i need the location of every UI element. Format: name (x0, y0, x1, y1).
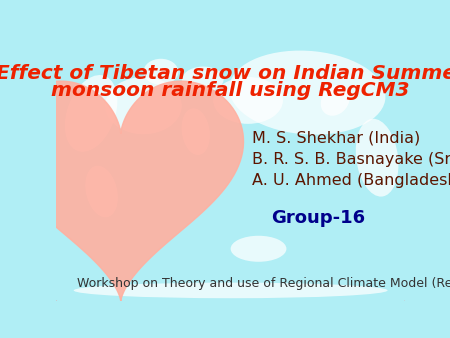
Ellipse shape (105, 77, 182, 134)
Ellipse shape (321, 85, 350, 116)
Ellipse shape (230, 236, 286, 262)
Ellipse shape (182, 108, 210, 155)
Text: B. R. S. B. Basnayake (Sri Lanka): B. R. S. B. Basnayake (Sri Lanka) (252, 152, 450, 167)
Text: Effect of Tibetan snow on Indian Summer: Effect of Tibetan snow on Indian Summer (0, 64, 450, 82)
Ellipse shape (86, 166, 118, 217)
Ellipse shape (182, 67, 224, 93)
Text: Group-16: Group-16 (271, 209, 365, 226)
Polygon shape (0, 81, 243, 301)
Ellipse shape (213, 77, 283, 124)
Ellipse shape (65, 75, 117, 152)
Text: M. S. Shekhar (India): M. S. Shekhar (India) (252, 131, 420, 146)
Text: A. U. Ahmed (Bangladesh): A. U. Ahmed (Bangladesh) (252, 173, 450, 188)
Ellipse shape (229, 51, 386, 135)
Ellipse shape (356, 119, 398, 197)
Ellipse shape (144, 59, 178, 85)
Text: monsoon rainfall using RegCM3: monsoon rainfall using RegCM3 (51, 81, 410, 100)
Text: Workshop on Theory and use of Regional Climate Model (RegCM3): Workshop on Theory and use of Regional C… (77, 277, 450, 290)
Ellipse shape (74, 283, 387, 298)
